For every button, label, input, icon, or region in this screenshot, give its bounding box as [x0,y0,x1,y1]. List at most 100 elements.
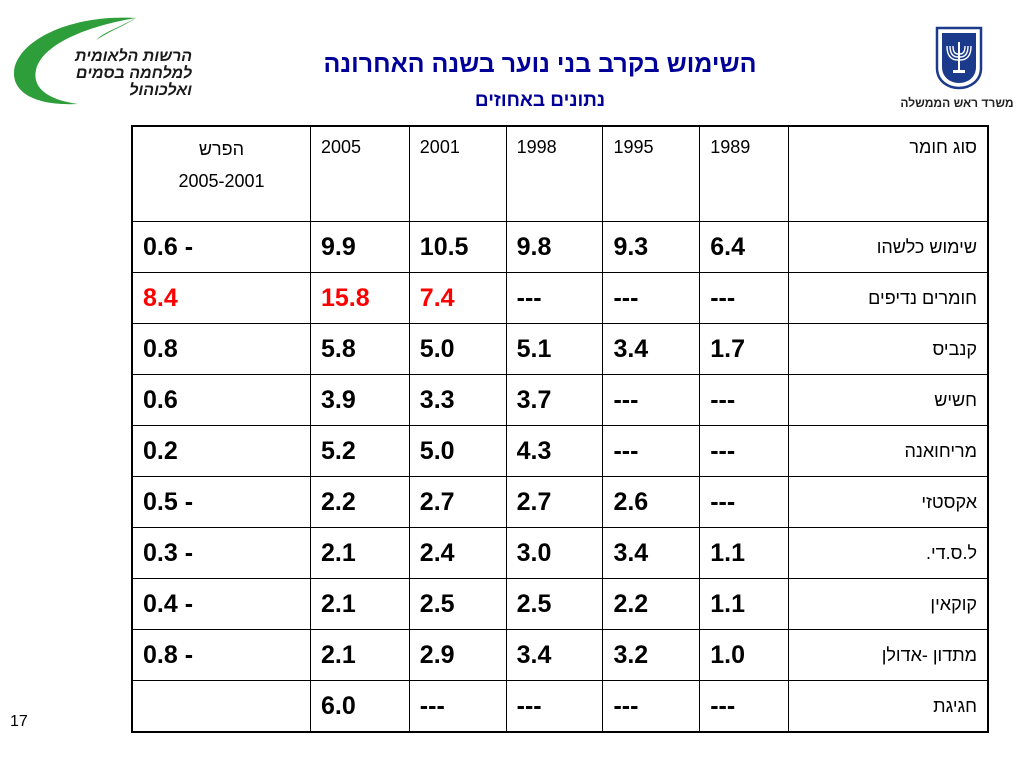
value-cell: 3.9 [309,374,410,426]
value-cell: 9.8 [505,221,604,273]
table-row: שימוש כלשהו 6.4 9.3 9.8 10.5 9.9- 0.6 [131,221,989,273]
value-cell: --- [505,680,604,733]
value-cell: - 0.8 [131,629,311,681]
value-cell: 0.6 [131,374,311,426]
value-cell: - 0.3 [131,527,311,579]
value-cell: 7.4 [408,272,507,324]
value-cell: 1.1 [699,578,790,630]
substance-cell: ל.ס.די. [788,527,989,579]
substance-cell: חשיש [788,374,989,426]
value-cell: 3.4 [602,323,701,375]
header-1998: 1998 [505,125,604,222]
value-cell: 2.1 [309,629,410,681]
value-cell: 2.6 [602,476,701,528]
value-cell: 15.8 [309,272,410,324]
value-cell: 1.7 [699,323,790,375]
value-cell: --- [602,680,701,733]
value-cell: --- [699,272,790,324]
pm-office-caption: משרד ראש הממשלה [900,96,1014,110]
value-cell: 2.7 [408,476,507,528]
value-cell: 5.0 [408,425,507,477]
value-cell [131,680,311,733]
value-cell: --- [602,272,701,324]
value-cell: 10.5 [408,221,507,273]
page-number: 17 [10,713,28,730]
value-cell: 3.4 [505,629,604,681]
substance-cell: חגיגת [788,680,989,733]
page-subtitle: נתונים באחוזים [474,90,606,111]
value-cell: 2.7 [505,476,604,528]
value-cell: 5.8 [309,323,410,375]
value-cell: 2.2 [309,476,410,528]
header-difference: הפרש 2005-2001 [131,125,311,222]
table-header-row: סוג חומר 1989 1995 1998 2001 2005 הפרש 2… [131,125,989,222]
value-cell: 5.0 [408,323,507,375]
value-cell: 2.2 [602,578,701,630]
authority-logo-text: הרשות הלאומית למלחמה בסמים ואלכוהול [75,48,192,99]
value-cell: 5.2 [309,425,410,477]
table-row: אקסטזי --- 2.6 2.7 2.7 2.2- 0.5 [131,476,989,528]
value-cell: --- [602,425,701,477]
header-2001: 2001 [408,125,507,222]
substance-cell: קוקאין [788,578,989,630]
authority-logo: הרשות הלאומית למלחמה בסמים ואלכוהול [8,14,198,106]
pm-office-logo: משרד ראש הממשלה [898,22,1018,122]
table-row: מריחואנה --- --- 4.3 5.0 5.2 0.2 [131,425,989,477]
value-cell: 2.5 [505,578,604,630]
value-cell: 3.4 [602,527,701,579]
page-title: השימוש בקרב בני נוער בשנה האחרונה [323,50,757,78]
value-cell: 1.0 [699,629,790,681]
value-cell: 2.9 [408,629,507,681]
value-cell: 2.5 [408,578,507,630]
value-cell: 3.7 [505,374,604,426]
value-cell: 5.1 [505,323,604,375]
usage-table: סוג חומר 1989 1995 1998 2001 2005 הפרש 2… [131,125,989,733]
value-cell: --- [699,374,790,426]
value-cell: 4.3 [505,425,604,477]
substance-cell: קנביס [788,323,989,375]
table-row: קנביס 1.7 3.4 5.1 5.0 5.8 0.8 [131,323,989,375]
value-cell: --- [505,272,604,324]
value-cell: 8.4 [131,272,311,324]
value-cell: 0.8 [131,323,311,375]
header-difference-range: 2005-2001 [178,171,265,191]
value-cell: 9.9 [309,221,410,273]
table-row: ל.ס.די. 1.1 3.4 3.0 2.4 2.1- 0.3 [131,527,989,579]
table-row: חגיגת --- --- --- --- 6.0 [131,680,989,733]
value-cell: 2.1 [309,578,410,630]
value-cell: --- [408,680,507,733]
table-row: חשיש --- --- 3.7 3.3 3.9 0.6 [131,374,989,426]
value-cell: 2.1 [309,527,410,579]
value-cell: - 0.5 [131,476,311,528]
value-cell: --- [699,680,790,733]
state-emblem-icon [935,26,983,90]
value-cell: --- [699,476,790,528]
value-cell: 6.4 [699,221,790,273]
substance-cell: מריחואנה [788,425,989,477]
value-cell: 3.2 [602,629,701,681]
value-cell: 6.0 [309,680,410,733]
authority-logo-swoosh-icon [13,17,136,105]
value-cell: - 0.6 [131,221,311,273]
value-cell: --- [699,425,790,477]
table-row: מתדון -אדולן 1.0 3.2 3.4 2.9 2.1- 0.8 [131,629,989,681]
substance-cell: חומרים נדיפים [788,272,989,324]
header-difference-label: הפרש [198,139,245,159]
header-2005: 2005 [309,125,410,222]
value-cell: --- [602,374,701,426]
table-row: קוקאין 1.1 2.2 2.5 2.5 2.1- 0.4 [131,578,989,630]
substance-cell: אקסטזי [788,476,989,528]
value-cell: 9.3 [602,221,701,273]
value-cell: 1.1 [699,527,790,579]
substance-cell: שימוש כלשהו [788,221,989,273]
header-1989: 1989 [699,125,790,222]
table-row: חומרים נדיפים --- --- --- 7.4 15.8 8.4 [131,272,989,324]
header-substance: סוג חומר [788,125,989,222]
value-cell: 2.4 [408,527,507,579]
value-cell: 3.3 [408,374,507,426]
value-cell: 0.2 [131,425,311,477]
value-cell: - 0.4 [131,578,311,630]
header-1995: 1995 [602,125,701,222]
value-cell: 3.0 [505,527,604,579]
substance-cell: מתדון -אדולן [788,629,989,681]
